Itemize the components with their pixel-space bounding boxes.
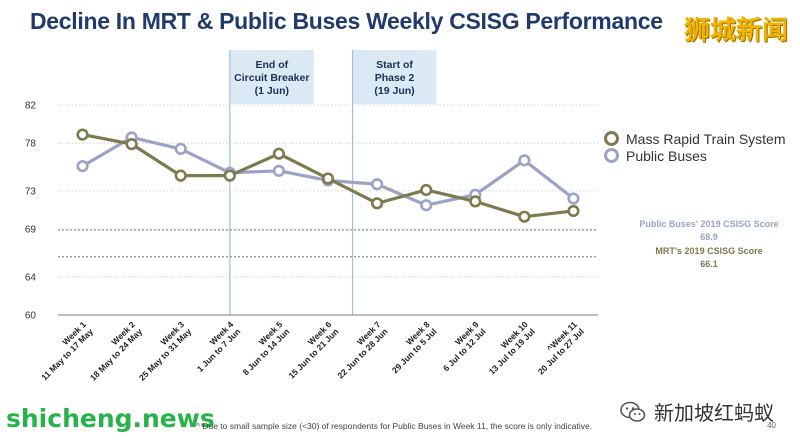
data-point — [125, 138, 138, 151]
x-tick-label: Week 829 Jun to 5 Jul — [383, 319, 439, 375]
x-tick-label: Week 58 Jun to 14 Jun — [234, 319, 292, 377]
x-tick-label: Week 218 May to 24 May — [81, 319, 144, 382]
footnote: ^ Due to small sample size (<30) of resp… — [196, 421, 593, 431]
x-tick-label: Week 615 Jun to 21 Jun — [279, 319, 340, 380]
series-line — [81, 135, 575, 207]
data-point — [370, 197, 384, 210]
data-point — [272, 147, 286, 160]
data-point — [76, 159, 89, 173]
watermark-bottom: shicheng.news — [6, 404, 215, 433]
grid-layer — [58, 104, 598, 278]
reference-value: 66.1 — [700, 259, 718, 269]
legend-label-buses: Public Buses — [626, 147, 707, 164]
x-tick-label: Week 41 Jun to 7 Jun — [188, 319, 243, 374]
legend-label-mrt: Mass Rapid Train System — [626, 130, 786, 147]
data-point — [174, 142, 187, 156]
annotation-box — [352, 50, 437, 104]
x-tick-label: ^Week 1120 Jul to 27 Jul — [529, 319, 586, 376]
data-point — [272, 164, 286, 177]
data-point — [370, 178, 384, 191]
y-tick-label: 73 — [25, 186, 37, 197]
axis-layer: 60 64 69 73 78 82 — [25, 101, 598, 322]
data-point — [420, 183, 433, 197]
y-tick-label: 78 — [25, 139, 37, 150]
legend-marker-buses — [604, 148, 619, 163]
reference-line-layer: Public Buses' 2019 CSISG Score 68.9 MRT's … — [58, 219, 779, 269]
x-tick-label: Week 96 Jul to 12 Jul — [434, 319, 488, 373]
reference-label: Public Buses' 2019 CSISG Score — [639, 219, 778, 229]
watermark-wechat-text: 新加坡红蚂蚁 — [654, 401, 774, 425]
reference-value: 68.9 — [700, 232, 718, 242]
chart-legend: Mass Rapid Train System Public Buses — [604, 130, 786, 164]
data-point — [518, 154, 531, 167]
x-tick-label: Week 1013 Jul to 19 Jul — [480, 319, 537, 376]
legend-item-buses: Public Buses — [604, 147, 786, 164]
y-tick-label: 69 — [25, 225, 37, 236]
annotation-label: End of — [255, 59, 288, 71]
x-tick-label: Week 111 May to 17 May — [32, 319, 95, 382]
y-tick-label: 82 — [25, 101, 37, 112]
watermark-top: 狮城新闻 — [683, 16, 788, 46]
annotation-label: Circuit Breaker — [234, 72, 309, 84]
data-point — [567, 204, 580, 218]
annotation-label: (19 Jun) — [374, 85, 414, 97]
data-point — [223, 169, 236, 182]
annotation-label: (1 Jun) — [255, 85, 289, 97]
x-tick-label: Week 722 Jun to 28 Jun — [328, 319, 389, 380]
x-tick-label-layer: Week 111 May to 17 May Week 218 May to 24… — [32, 319, 586, 382]
x-tick-label: Week 325 May to 31 May — [130, 319, 193, 382]
watermark-wechat: 新加坡红蚂蚁 — [620, 397, 774, 426]
legend-item-mrt: Mass Rapid Train System — [604, 130, 786, 147]
data-point — [420, 199, 433, 212]
y-tick-label: 64 — [25, 272, 37, 283]
data-point — [174, 169, 187, 182]
data-point — [567, 192, 580, 205]
page-number: 40 — [767, 421, 776, 430]
data-point — [469, 195, 482, 208]
annotation-label: Phase 2 — [375, 72, 415, 84]
data-point — [76, 128, 89, 141]
page-title: Decline In MRT & Public Buses Weekly CSI… — [30, 8, 663, 34]
data-point — [518, 210, 531, 223]
reference-label: MRT's 2019 CSISG Score — [655, 246, 762, 256]
data-point — [321, 172, 335, 185]
y-tick-label: 60 — [25, 311, 37, 322]
legend-marker-mrt — [604, 131, 619, 146]
annotation-label: Start of — [376, 59, 413, 71]
annotation-box — [229, 50, 314, 104]
wechat-icon — [620, 401, 646, 422]
series-layer — [76, 128, 580, 223]
